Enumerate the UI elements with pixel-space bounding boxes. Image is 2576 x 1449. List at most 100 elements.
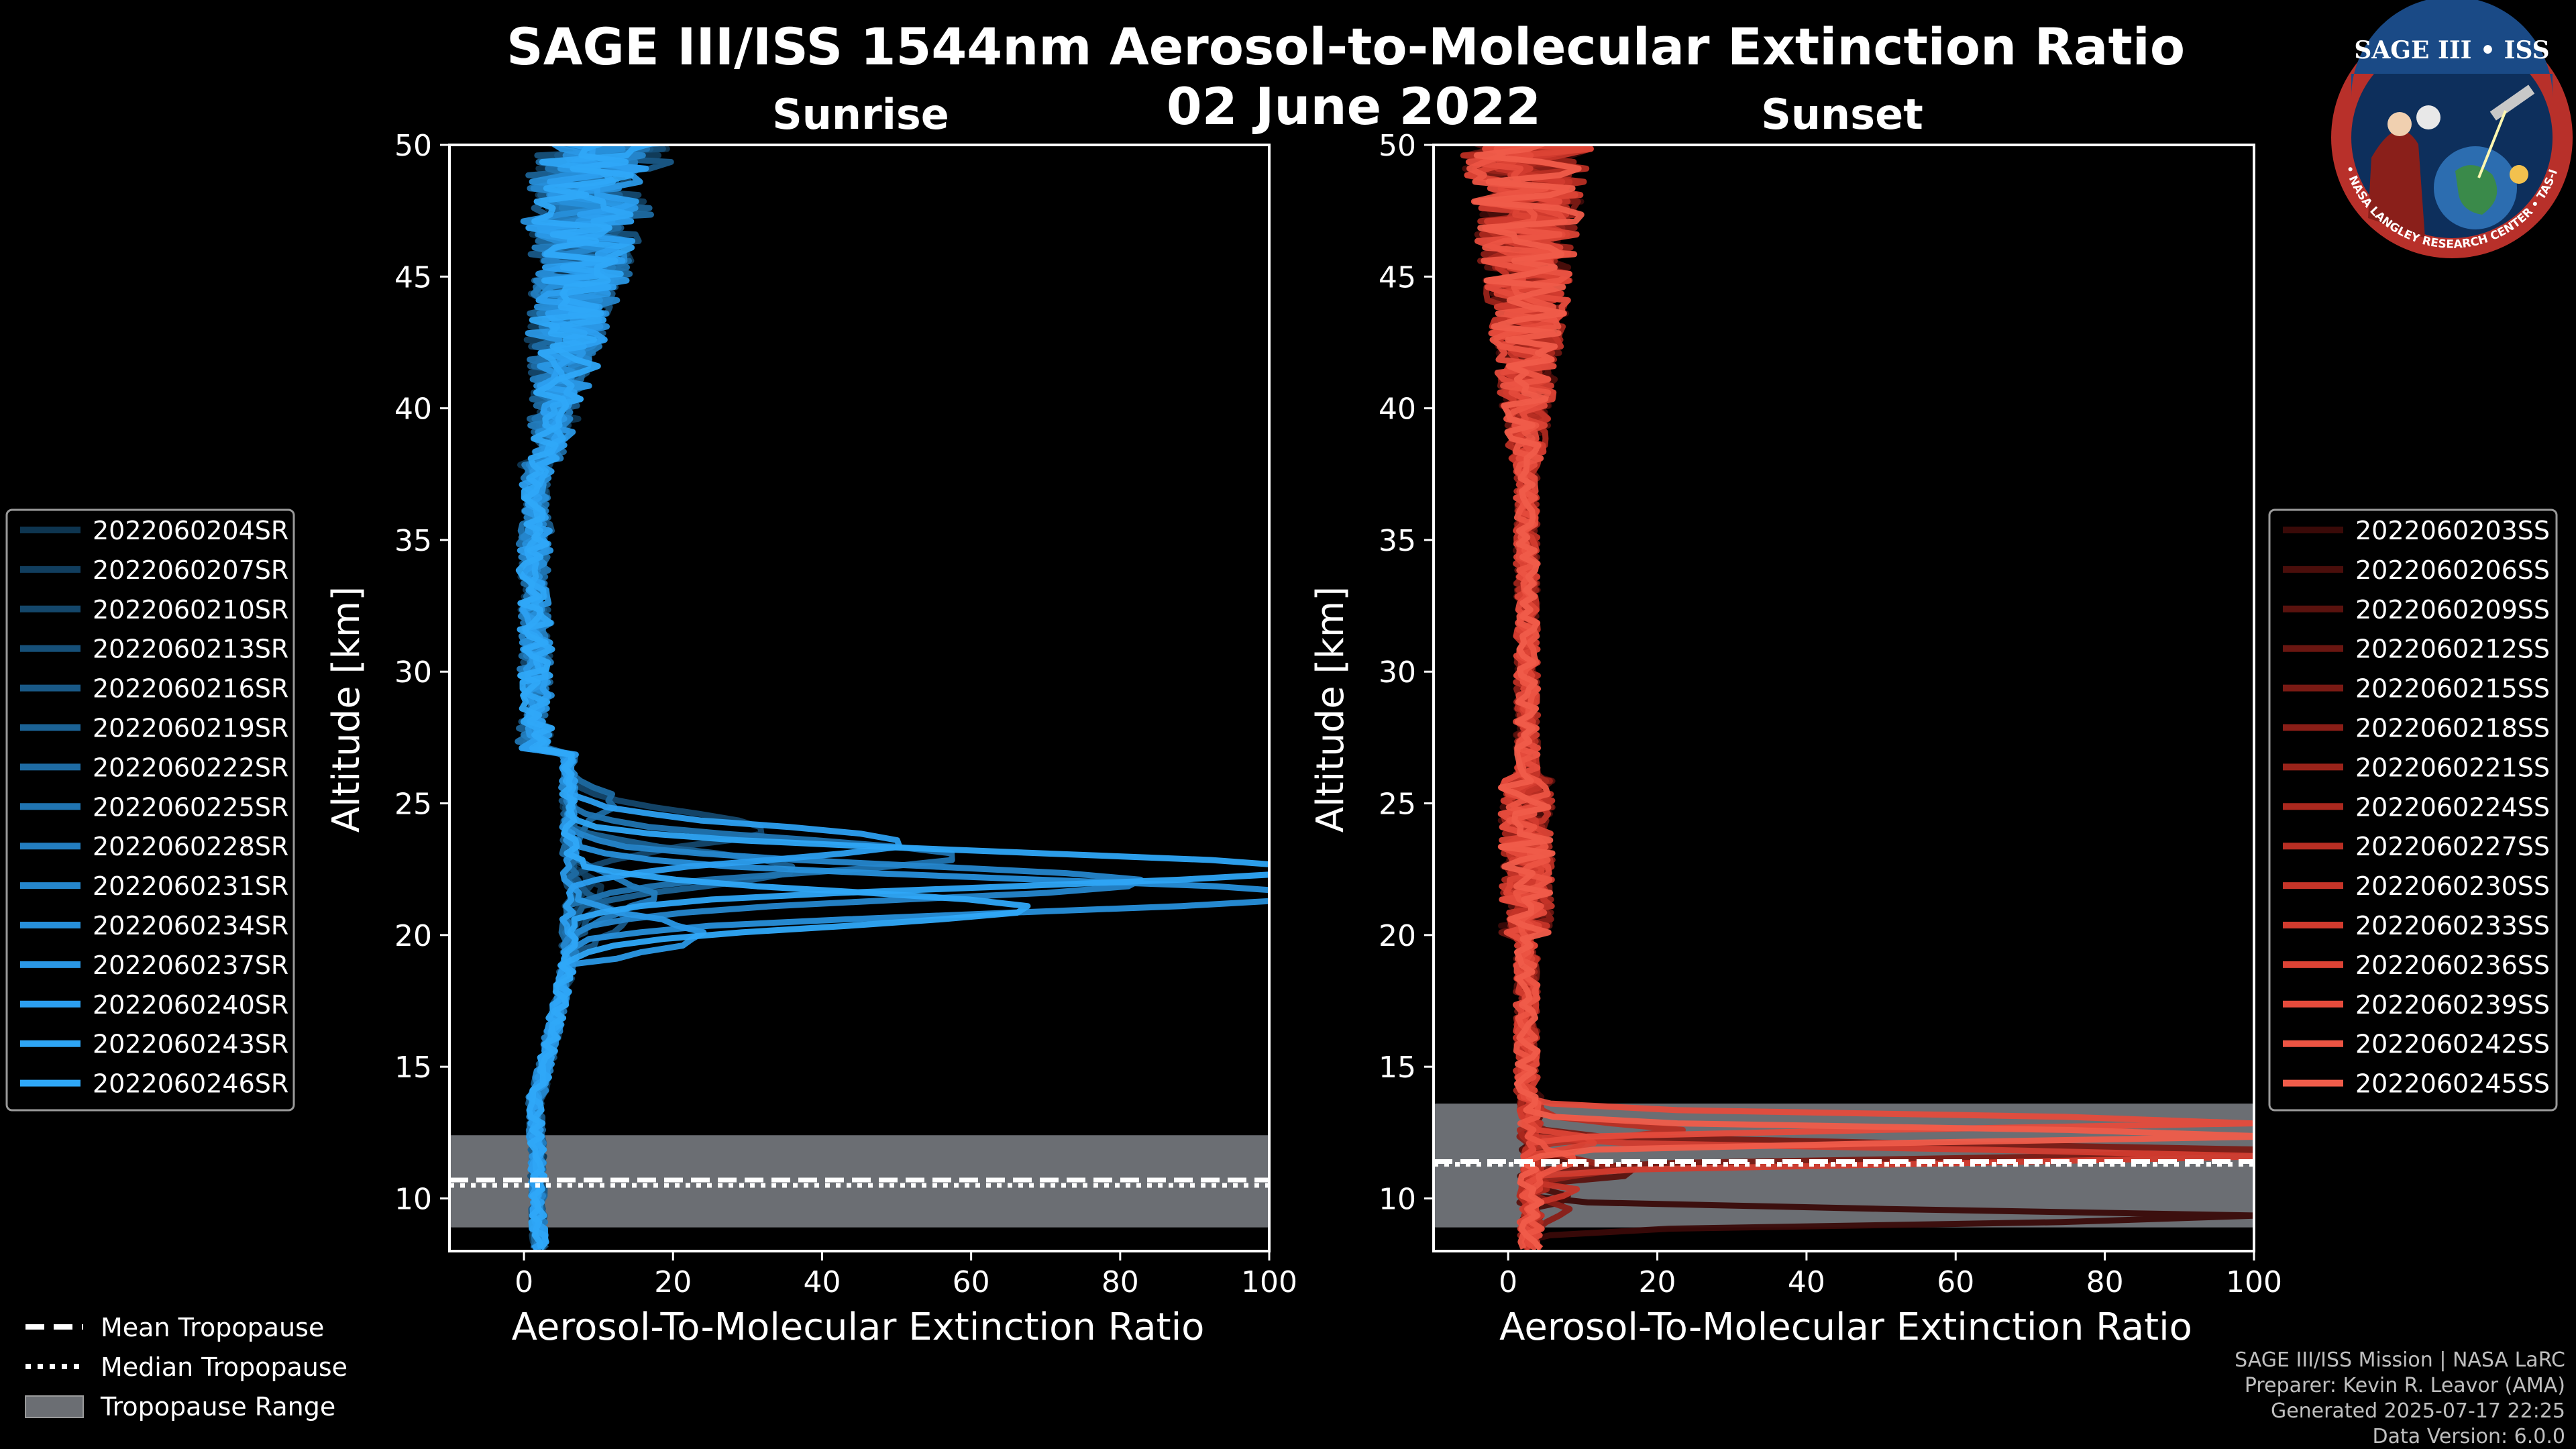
y-tick-label: 15 [394,1051,432,1085]
x-tick-label: 40 [1788,1265,1825,1299]
legend-label-2022060215SS: 2022060215SS [2355,674,2550,704]
series-line-2022060231SR [518,145,1144,1251]
legend-label-2022060221SS: 2022060221SS [2355,753,2550,782]
y-tick-label: 20 [1379,919,1416,953]
series-line-2022060233SS [1478,145,2254,1251]
y-tick-label: 10 [394,1182,432,1216]
legend-label-2022060209SS: 2022060209SS [2355,595,2550,625]
y-tick-label: 15 [1379,1051,1416,1085]
series-line-2022060203SS [1466,145,2254,1249]
x-tick-label: 40 [803,1265,841,1299]
figure-date: 02 June 2022 [1167,76,1541,136]
legend-label-2022060206SS: 2022060206SS [2355,555,2550,585]
sunset-subtitle: Sunset [1761,90,1923,139]
y-tick-label: 35 [1379,524,1416,558]
sunset-panel: Sunset 0 20 40 60 80 100 10 15 20 25 30 35 40 45 50 Aero… [1309,90,2558,1349]
y-tick-label: 25 [394,788,432,822]
x-tick-label: 60 [953,1265,990,1299]
logo-banner [2351,0,2553,97]
y-tick-label: 50 [1379,129,1416,163]
legend-box [5,508,295,1112]
legend-label-2022060218SS: 2022060218SS [2355,714,2550,743]
legend-label-2022060227SS: 2022060227SS [2355,832,2550,861]
axes-frame [448,144,1271,1252]
legend-label-2022060228SR: 2022060228SR [93,832,288,861]
y-tick-label: 40 [1379,392,1416,427]
logo-station [2489,85,2535,121]
mean-tropopause-label: Mean Tropopause [101,1313,324,1342]
logo-title: SAGE III • ISS [2354,36,2549,64]
x-tick-label: 60 [1937,1265,1974,1299]
logo-continent [2455,165,2498,215]
y-tick-label: 50 [394,129,432,163]
logo-figure [2368,130,2425,238]
series-lines [515,145,1269,1251]
footer-version: Data Version: 6.0.0 [2373,1425,2565,1448]
x-tick-label: 80 [1102,1265,1139,1299]
legend-label-2022060246SR: 2022060246SR [93,1069,288,1099]
tropopause-legend: Mean Tropopause Median Tropopause Tropop… [25,1313,347,1421]
series-lines [1460,145,2254,1251]
y-tick-label: 45 [394,260,432,294]
footer-generated: Generated 2025-07-17 22:25 [2271,1399,2565,1423]
y-tick-label: 40 [394,392,432,427]
legend-label-2022060233SS: 2022060233SS [2355,911,2550,941]
legend-label-2022060213SR: 2022060213SR [93,635,288,664]
series-line-2022060215SS [1464,145,2254,1250]
legend-label-2022060239SS: 2022060239SS [2355,990,2550,1020]
logo-beam [2477,110,2507,178]
x-tick-label: 0 [1499,1265,1517,1299]
legend-label-2022060240SR: 2022060240SR [93,990,288,1020]
y-tick-label: 30 [1379,655,1416,690]
series-line-2022060243SR [517,145,1269,1250]
y-tick-label: 10 [1379,1182,1416,1216]
x-tick-label: 20 [1639,1265,1676,1299]
series-line-2022060240SR [517,145,903,1251]
legend-label-2022060204SR: 2022060204SR [93,516,288,545]
legend-label-2022060222SR: 2022060222SR [93,753,288,782]
series-line-2022060239SS [1465,145,2254,1251]
sunset-legend: 2022060203SS 2022060206SS 2022060209SS 2022… [2268,508,2558,1112]
x-tick-label: 100 [1241,1265,1297,1299]
legend-label-2022060224SS: 2022060224SS [2355,792,2550,822]
y-tick-label: 30 [394,655,432,690]
series-line-2022060245SS [1472,145,2254,1250]
y-tick-label: 35 [394,524,432,558]
sunrise-legend: 2022060204SR 2022060207SR 2022060210SR 2022… [5,508,295,1112]
legend-label-2022060237SR: 2022060237SR [93,951,288,980]
logo-moon [2416,105,2440,129]
legend-label-2022060207SR: 2022060207SR [93,555,288,585]
y-tick-label: 20 [394,919,432,953]
x-tick-label: 100 [2226,1265,2282,1299]
footer-preparer: Preparer: Kevin R. Leavor (AMA) [2245,1374,2565,1397]
legend-label-2022060245SS: 2022060245SS [2355,1069,2550,1099]
x-tick-label: 20 [654,1265,692,1299]
tropopause-range-label: Tropopause Range [100,1392,335,1421]
sunrise-subtitle: Sunrise [772,90,949,139]
legend-label-2022060225SR: 2022060225SR [93,792,288,822]
figure-title: SAGE III/ISS 1544nm Aerosol-to-Molecular… [506,17,2185,76]
legend-label-2022060230SS: 2022060230SS [2355,871,2550,901]
y-axis-label: Altitude [km] [1309,586,1352,833]
footer-mission: SAGE III/ISS Mission | NASA LaRC [2235,1348,2565,1372]
legend-label-2022060243SR: 2022060243SR [93,1030,288,1059]
legend-label-2022060236SS: 2022060236SS [2355,951,2550,980]
legend-label-2022060212SS: 2022060212SS [2355,635,2550,664]
legend-label-2022060219SR: 2022060219SR [93,714,288,743]
series-line-2022060234SR [519,145,1269,1251]
series-line-2022060246SR [515,145,1031,1249]
y-tick-label: 25 [1379,788,1416,822]
y-axis-label: Altitude [km] [325,586,368,833]
x-axis-label: Aerosol-To-Molecular Extinction Ratio [512,1305,1205,1349]
legend-label-2022060234SR: 2022060234SR [93,911,288,941]
legend-box [2268,508,2558,1112]
axes-frame [1432,144,2255,1252]
legend-label-2022060216SR: 2022060216SR [93,674,288,704]
logo-sun [2510,165,2528,184]
x-axis-label: Aerosol-To-Molecular Extinction Ratio [1499,1305,2192,1349]
legend-label-2022060210SR: 2022060210SR [93,595,288,625]
legend-label-2022060242SS: 2022060242SS [2355,1030,2550,1059]
median-tropopause-label: Median Tropopause [101,1352,347,1382]
legend-label-2022060231SR: 2022060231SR [93,871,288,901]
